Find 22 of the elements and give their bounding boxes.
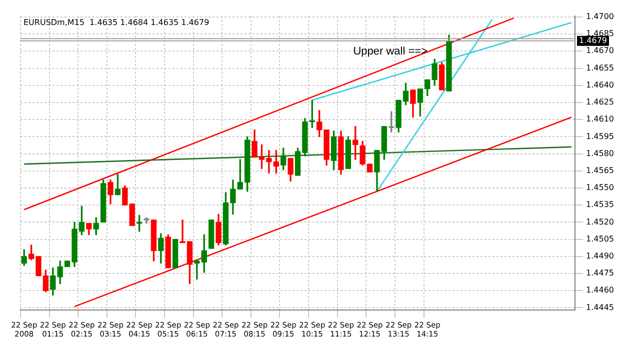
y-tick-label: 1.4535 bbox=[586, 200, 614, 210]
y-tick-label: 1.4580 bbox=[586, 148, 614, 158]
y-tick-label: 1.4460 bbox=[586, 286, 614, 295]
y-tick-label: 1.4700 bbox=[586, 12, 614, 22]
y-tick-label: 1.4595 bbox=[586, 132, 614, 141]
y-tick-label: 1.4655 bbox=[586, 63, 614, 72]
ref-line-label: 1.4679 bbox=[579, 36, 608, 45]
y-tick-label: 1.4670 bbox=[586, 46, 614, 56]
y-tick-label: 1.4445 bbox=[586, 302, 614, 312]
y-tick-label: 1.4505 bbox=[586, 234, 614, 244]
y-tick-label: 1.4625 bbox=[586, 98, 614, 107]
candlestick bbox=[129, 204, 135, 226]
y-tick-label: 1.4640 bbox=[586, 80, 614, 90]
y-tick-label: 1.4490 bbox=[586, 251, 614, 260]
y-tick-label: 1.4685 bbox=[586, 29, 614, 38]
y-tick-label: 1.4565 bbox=[586, 166, 614, 175]
annotation: Upper wall ==> bbox=[353, 45, 428, 58]
y-tick-label: 1.4475 bbox=[586, 268, 614, 278]
chart-title: EURUSDm,M15 1.4635 1.4684 1.4635 1.4679 bbox=[23, 18, 210, 27]
y-tick-label: 1.4550 bbox=[586, 183, 614, 192]
y-tick-label: 1.4610 bbox=[586, 114, 614, 124]
y-tick-label: 1.4520 bbox=[586, 217, 614, 226]
